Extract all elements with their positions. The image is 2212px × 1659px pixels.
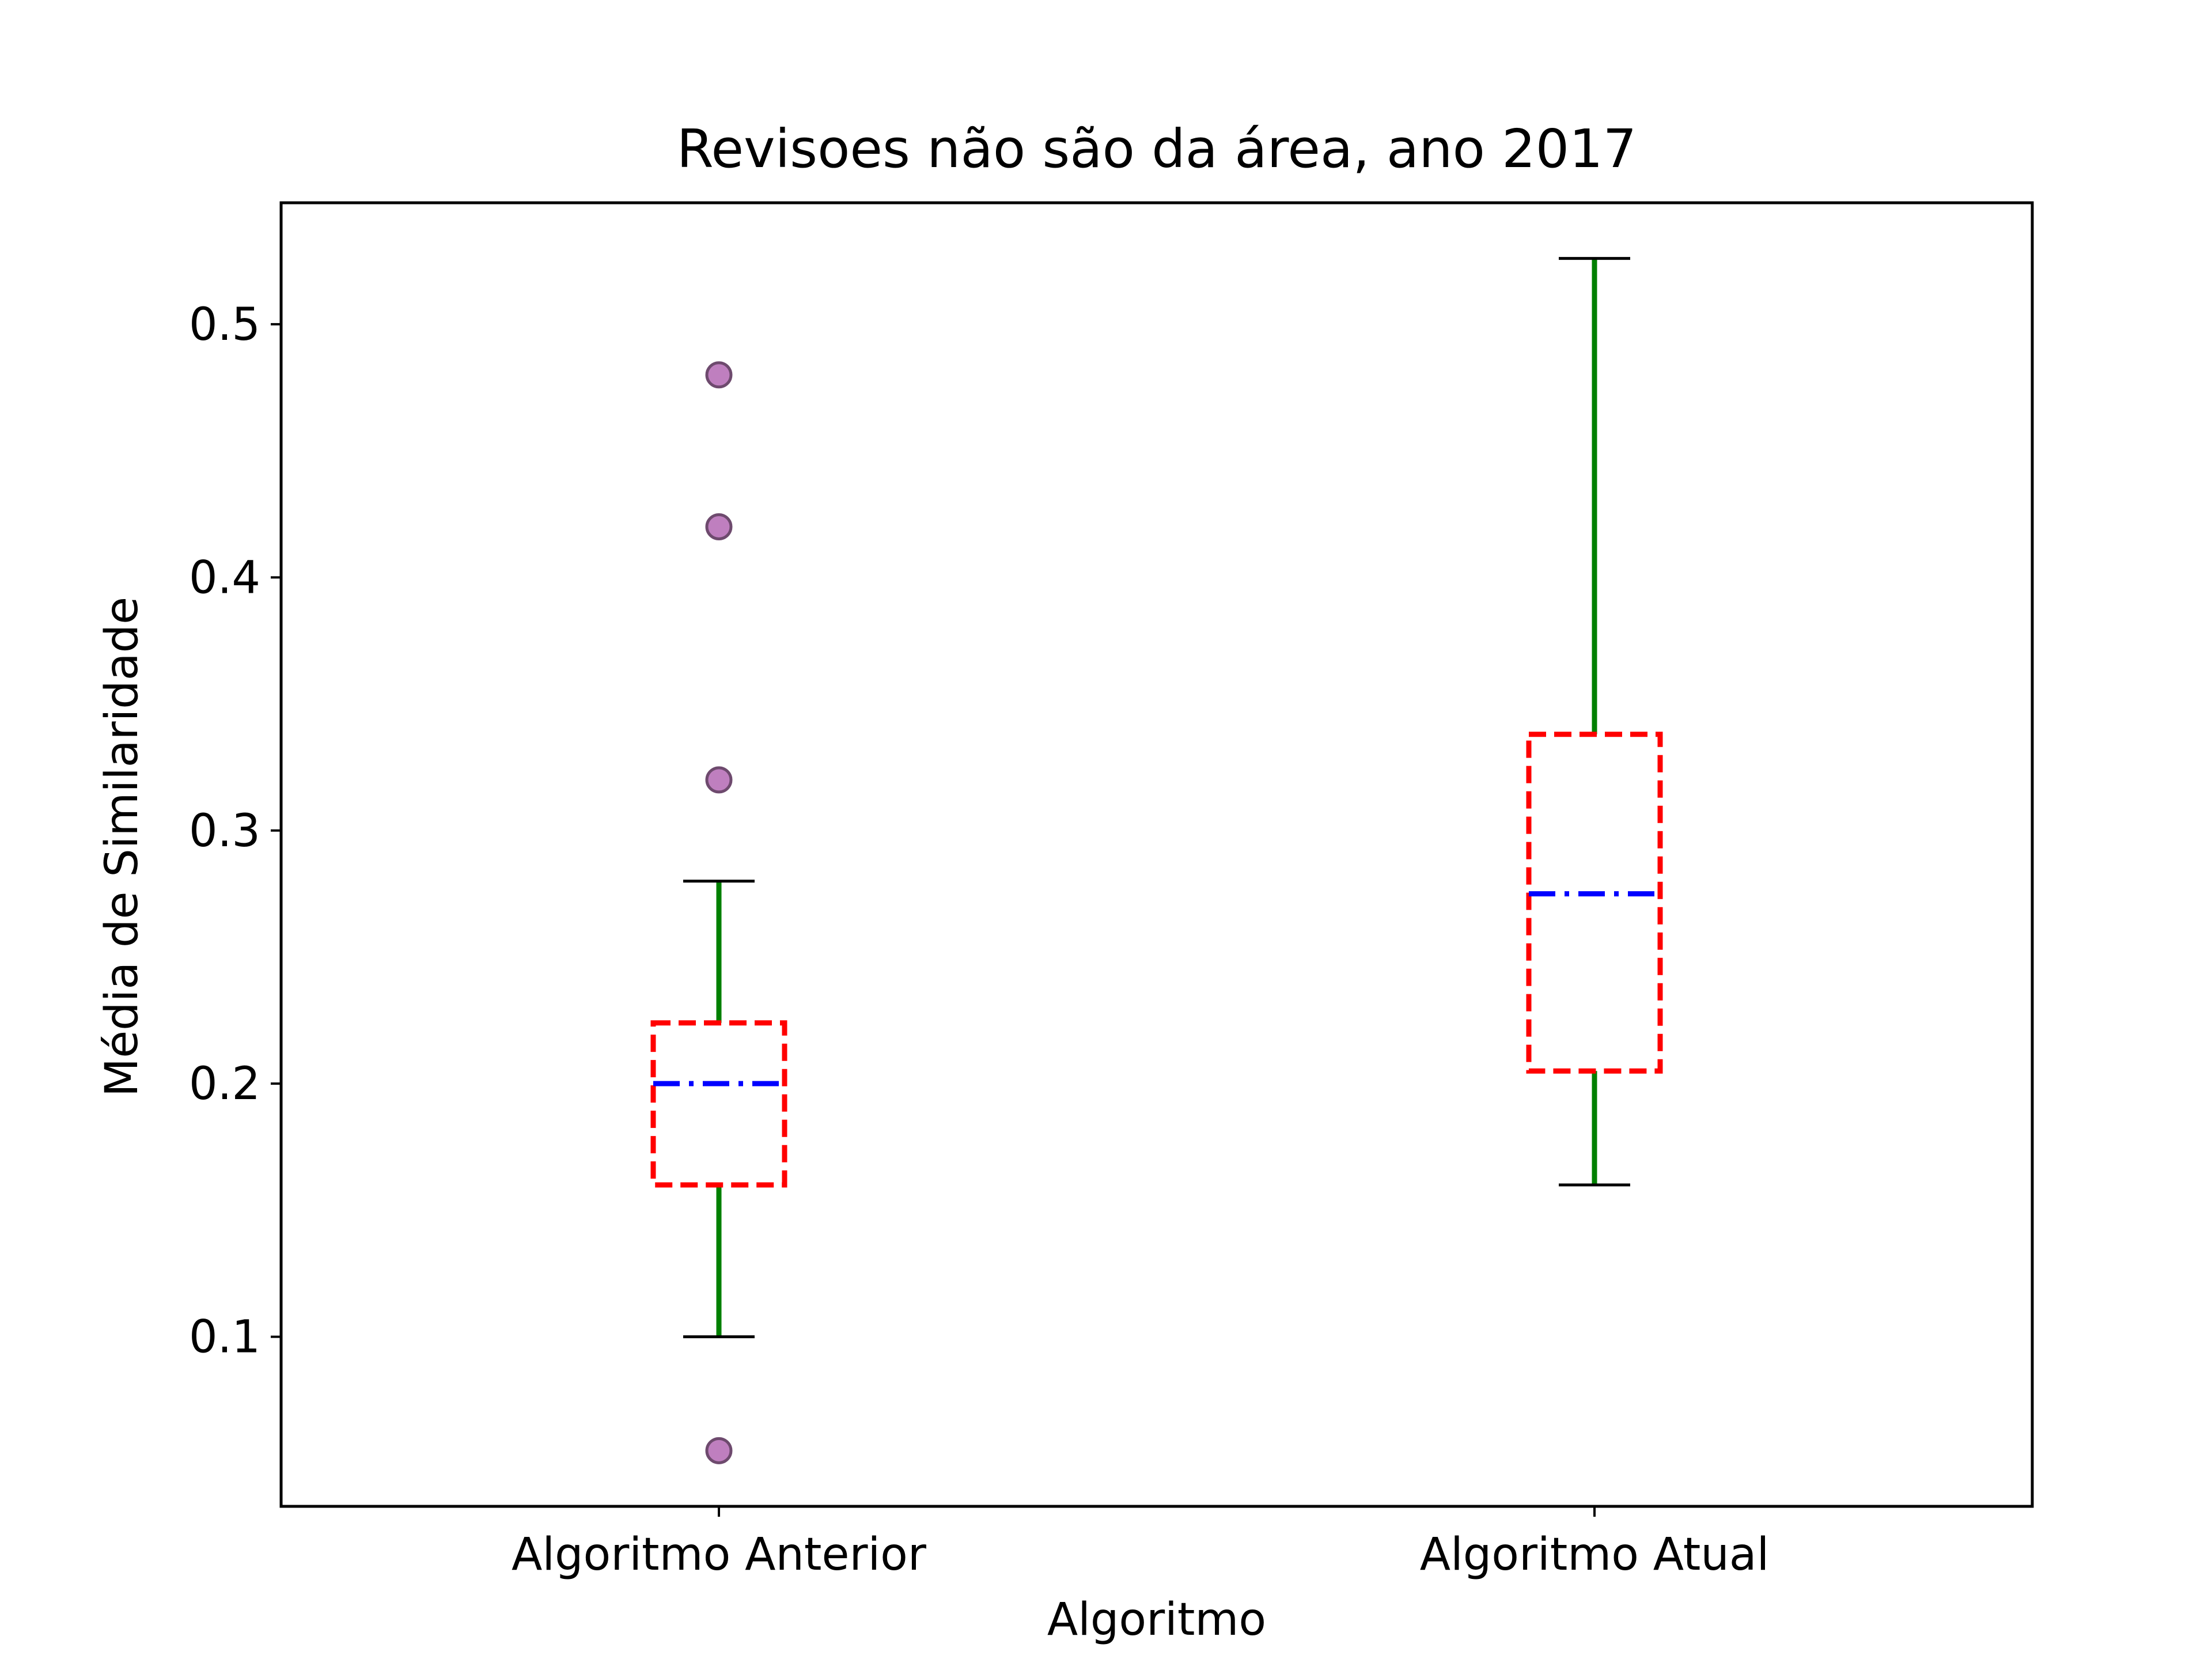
chart-title: Revisoes não são da área, ano 2017 bbox=[677, 118, 1637, 180]
outlier-point bbox=[705, 513, 733, 540]
y-tick-label: 0.2 bbox=[189, 1058, 260, 1110]
plot-area bbox=[650, 257, 1663, 1464]
y-tick-label: 0.3 bbox=[189, 805, 260, 857]
outlier-point bbox=[705, 1437, 733, 1464]
y-tick-label: 0.1 bbox=[189, 1312, 260, 1363]
iqr-box bbox=[1526, 732, 1663, 1074]
axes-frame bbox=[279, 201, 2034, 1508]
outlier-point bbox=[705, 766, 733, 794]
y-tick-label: 0.4 bbox=[189, 552, 260, 604]
iqr-box bbox=[650, 1020, 787, 1188]
y-axis-label: Média de Similaridade bbox=[96, 597, 148, 1097]
x-tick-label: Algoritmo Atual bbox=[1420, 1529, 1770, 1581]
outlier-point bbox=[705, 361, 733, 389]
x-axis-label: Algoritmo bbox=[1047, 1594, 1266, 1646]
x-tick-label: Algoritmo Anterior bbox=[512, 1529, 927, 1581]
y-tick-label: 0.5 bbox=[189, 299, 260, 351]
